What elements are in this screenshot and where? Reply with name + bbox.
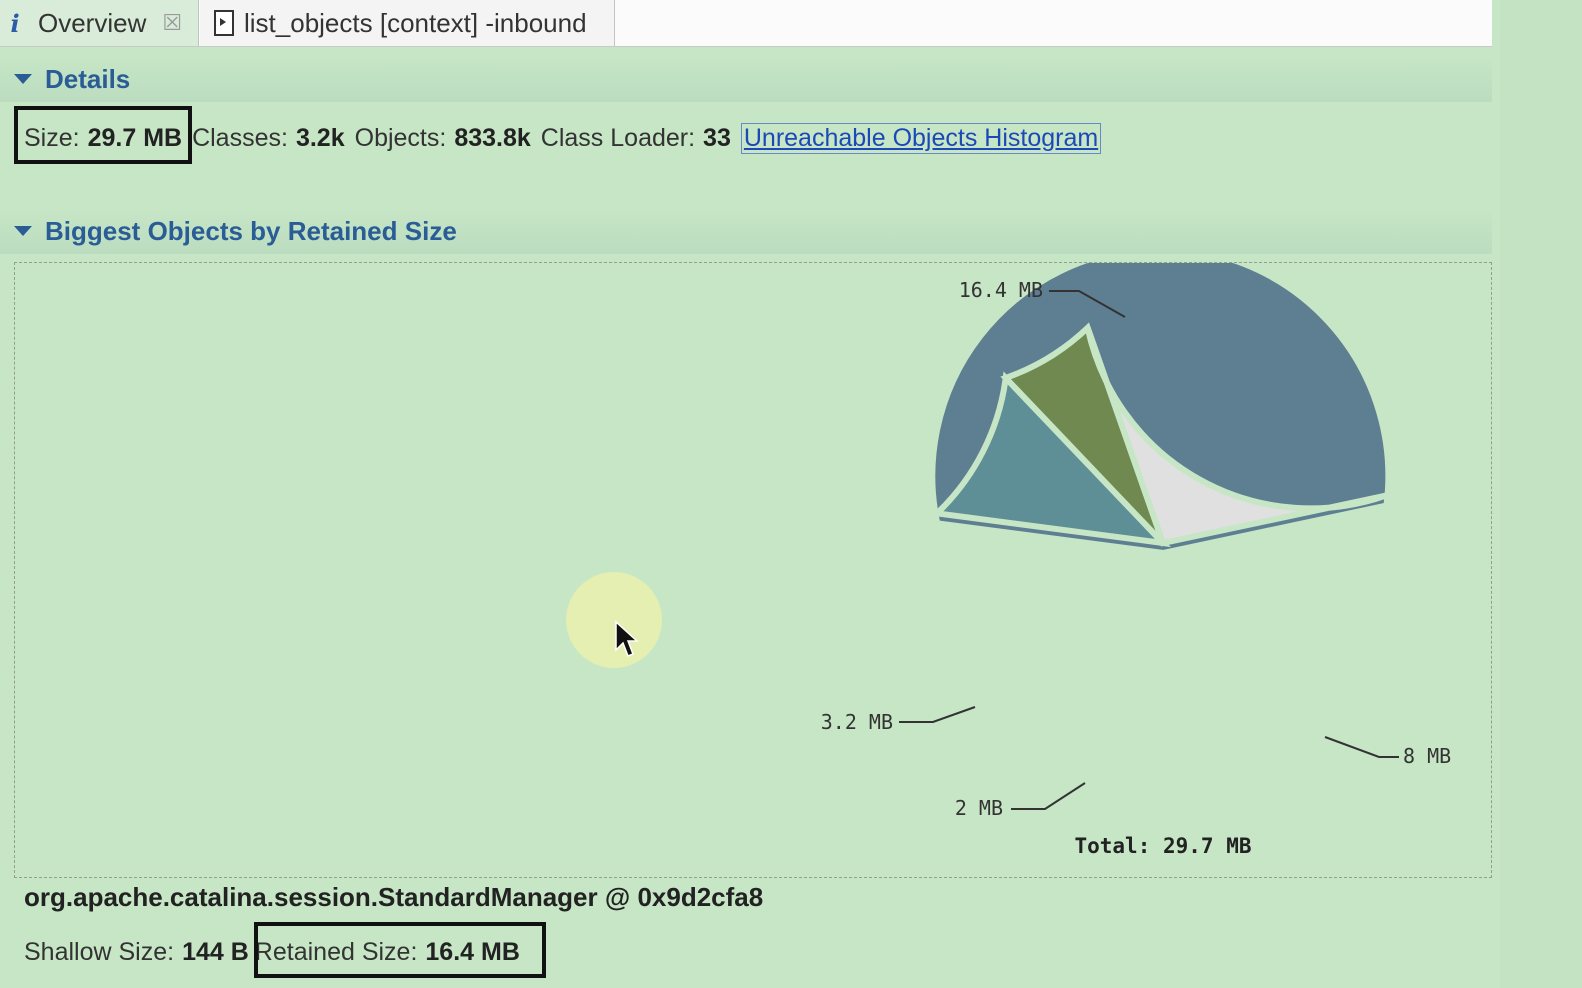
- heap-overview-editor: i Overview ☒ list_objects [context] -inb…: [0, 0, 1492, 978]
- editor-tab-bar: i Overview ☒ list_objects [context] -inb…: [0, 0, 1492, 47]
- section-biggest-objects-title: Biggest Objects by Retained Size: [45, 215, 457, 246]
- size-highlight-box: [14, 106, 192, 164]
- retained-size-value: 16.4 MB: [425, 937, 520, 966]
- pie-leader-line: [899, 706, 976, 723]
- tab-list-objects-label: list_objects [context] -inbound: [244, 7, 587, 38]
- pie-slice-label: 2 MB: [955, 796, 1003, 820]
- size-label: Size:: [24, 123, 80, 152]
- pie-slice[interactable]: [930, 371, 1172, 548]
- collapse-triangle-icon[interactable]: [14, 74, 32, 84]
- pie-slice-label: 8 MB: [1403, 744, 1451, 768]
- pie-chart-svg: 16.4 MB 3.2 MB 2 MB 8 MB Total: 29.7 MB: [821, 263, 1451, 858]
- classes-label: Classes:: [192, 123, 288, 152]
- retained-size-highlight-box: [254, 922, 546, 978]
- close-icon[interactable]: ☒: [162, 10, 183, 35]
- retained-size-label: Retained Size:: [254, 937, 418, 966]
- section-biggest-objects-header[interactable]: Biggest Objects by Retained Size: [0, 208, 1492, 254]
- class-loader-label: Class Loader:: [540, 123, 696, 152]
- classes-value: 3.2k: [295, 123, 345, 152]
- details-summary: Size: 29.7 MB Classes: 3.2k Objects: 833…: [24, 118, 1102, 158]
- section-details-header[interactable]: Details: [0, 56, 1492, 102]
- document-icon: [214, 10, 234, 36]
- pie-leader-line: [1011, 782, 1086, 810]
- pie-slice-label: 16.4 MB: [959, 278, 1043, 302]
- pie-leader-line: [1049, 290, 1126, 318]
- objects-value: 833.8k: [454, 123, 531, 152]
- selected-object-name: org.apache.catalina.session.StandardMana…: [24, 882, 764, 912]
- shallow-size-label: Shallow Size:: [24, 937, 175, 966]
- unreachable-objects-histogram-link[interactable]: Unreachable Objects Histogram: [740, 122, 1102, 154]
- pie-total-label: Total: 29.7 MB: [1074, 834, 1251, 858]
- selected-object-sizes: Shallow Size: 144 B Retained Size: 16.4 …: [24, 932, 520, 972]
- objects-label: Objects:: [354, 123, 447, 152]
- class-loader-value: 33: [703, 123, 731, 152]
- tab-overview[interactable]: i Overview ☒: [0, 0, 199, 46]
- tab-overview-label: Overview: [38, 7, 147, 38]
- info-icon: i: [10, 8, 20, 38]
- right-gutter: [1500, 0, 1582, 988]
- tab-list-objects[interactable]: list_objects [context] -inbound: [200, 0, 615, 46]
- size-value: 29.7 MB: [87, 123, 183, 152]
- pie-slice[interactable]: [1084, 326, 1388, 547]
- section-details-title: Details: [45, 63, 131, 94]
- retained-size-pie-chart: 16.4 MB 3.2 MB 2 MB 8 MB Total: 29.7 MB: [14, 262, 1492, 878]
- pie-slice-label: 3.2 MB: [821, 710, 893, 734]
- collapse-triangle-icon[interactable]: [14, 226, 32, 236]
- pie-leader-line: [1324, 736, 1399, 758]
- cursor-highlight: [566, 572, 662, 668]
- shallow-size-value: 144 B: [182, 937, 249, 966]
- mouse-pointer-icon: [615, 620, 639, 657]
